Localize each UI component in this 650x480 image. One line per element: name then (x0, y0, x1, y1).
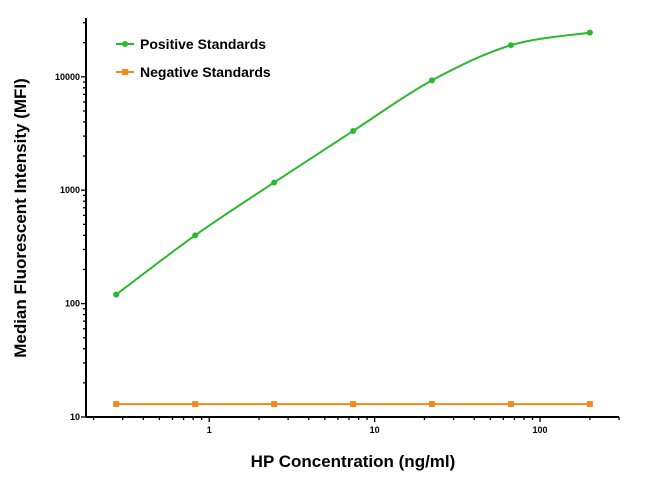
data-point (113, 401, 120, 408)
data-point (507, 42, 514, 49)
data-point (350, 401, 357, 408)
legend-marker (122, 41, 128, 47)
legend: Positive Standards Negative Standards (116, 36, 271, 80)
legend-marker (122, 69, 128, 75)
data-point (586, 29, 593, 36)
data-point (428, 77, 435, 84)
series-layer (113, 29, 593, 408)
y-tick-label: 10 (70, 412, 80, 422)
y-tick-label: 100 (65, 299, 80, 309)
x-axis-label: HP Concentration (ng/ml) (251, 452, 456, 471)
data-point (350, 127, 357, 134)
y-axis-label: Median Fluorescent Intensity (MFI) (11, 78, 30, 358)
data-point (428, 401, 435, 408)
legend-label: Negative Standards (140, 64, 271, 80)
data-point (507, 401, 514, 408)
data-point (586, 401, 593, 408)
x-tick-label: 10 (370, 425, 380, 435)
data-point (113, 291, 120, 298)
x-tick-label: 100 (533, 425, 548, 435)
axes: 1 10 100 10 100 1000 10000 (55, 18, 620, 435)
y-tick-label: 10000 (55, 72, 80, 82)
data-point (192, 401, 199, 408)
legend-label: Positive Standards (140, 36, 266, 52)
x-tick-label: 1 (207, 425, 212, 435)
data-point (192, 232, 199, 239)
y-tick-label: 1000 (60, 185, 80, 195)
data-point (271, 179, 278, 186)
data-point (271, 401, 278, 408)
